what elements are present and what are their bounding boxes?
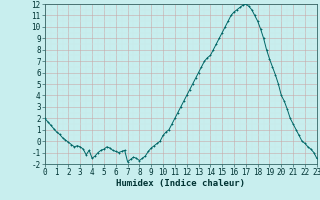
- X-axis label: Humidex (Indice chaleur): Humidex (Indice chaleur): [116, 179, 245, 188]
